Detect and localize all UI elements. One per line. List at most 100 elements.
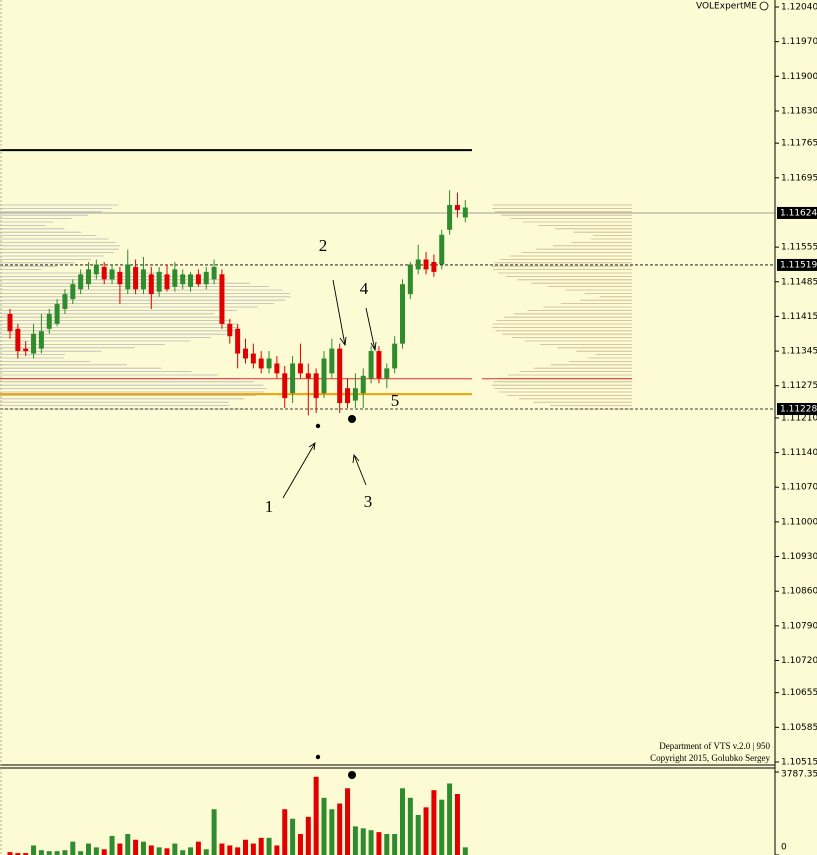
indicator-name: VOLExpertME (696, 2, 757, 12)
volume-bar (211, 809, 217, 855)
price-marker-box (777, 258, 817, 271)
candle-body (384, 368, 390, 379)
volume-bar (352, 826, 358, 855)
candle-body (258, 358, 264, 369)
volume-bar (243, 839, 248, 855)
annotation-label: 1 (265, 497, 274, 516)
candle-body (101, 266, 107, 280)
volume-bar (423, 807, 429, 855)
candle-body (156, 271, 162, 292)
volume-bar (274, 845, 280, 855)
candle-body (188, 274, 194, 287)
candle-body (290, 363, 296, 394)
volume-bar (305, 816, 311, 855)
candle-body (431, 261, 437, 272)
volume-bar (54, 851, 60, 855)
volume-bar (266, 837, 272, 855)
candle-body (376, 351, 382, 379)
y-tick-label: 1.11210 (781, 413, 817, 423)
volume-bar (203, 849, 209, 855)
candle-body (180, 274, 186, 285)
volume-bar (188, 847, 194, 855)
candle-body (78, 274, 84, 290)
volume-bar (227, 845, 233, 855)
y-tick-label: 1.11830 (781, 106, 817, 116)
candle-body (133, 266, 139, 290)
candle-body (23, 348, 29, 352)
price-marker-box (777, 206, 817, 219)
volume-bar (462, 847, 468, 855)
y-tick-label: 1.11555 (781, 243, 817, 253)
candle-body (250, 353, 256, 364)
y-tick-label: 1.10515 (781, 758, 817, 768)
candle-body (400, 284, 405, 344)
volume-panel (7, 776, 468, 855)
price-axis: 1.12040 1.11970 1.11900 1.11830 1.11765 1.116… (775, 3, 817, 855)
candle-body (117, 271, 123, 285)
volume-bar (235, 847, 241, 855)
volume-bar (156, 847, 162, 855)
y-tick-label: 1.10860 (781, 587, 817, 597)
y-tick-label: 1.11345 (781, 347, 817, 357)
candle-body (164, 274, 170, 290)
candle-body (7, 313, 13, 332)
candle-body (211, 266, 217, 280)
volume-bar (290, 818, 296, 855)
y-tick-label: 1.11765 (781, 139, 817, 149)
y-tick-label: 1.11000 (781, 517, 817, 527)
volume-bar (180, 850, 186, 855)
volume-bar (219, 843, 225, 855)
candle-body (15, 328, 21, 352)
annotation-label: 3 (364, 492, 373, 511)
volume-tick-label: 3787.35 (781, 770, 817, 780)
candle-body (337, 348, 343, 404)
candle-body (407, 264, 413, 295)
volume-bar (384, 834, 390, 855)
candle-body (447, 205, 453, 230)
volume-bar (15, 853, 21, 855)
candle-body (31, 333, 37, 354)
volume-bar (392, 834, 398, 855)
candle-body (195, 274, 201, 285)
price-marker-label: 1.11228 (780, 405, 817, 415)
y-tick-label: 1.11695 (781, 173, 817, 183)
volume-bar (431, 790, 437, 855)
candle-body (219, 274, 225, 324)
volume-bar (376, 832, 382, 855)
y-tick-label: 1.11485 (781, 277, 817, 287)
candle-body (172, 269, 178, 287)
annotation-label: 5 (391, 391, 400, 410)
candle-body (423, 259, 429, 270)
y-tick-label: 1.11275 (781, 381, 817, 391)
volume-bar (148, 845, 154, 855)
candle-body (329, 348, 335, 374)
marker-dot (315, 423, 321, 429)
volume-bar (329, 809, 335, 855)
candle-body (439, 234, 445, 265)
volume-bar (337, 803, 343, 855)
volume-tick-label: 0 (781, 843, 787, 853)
candle-body (462, 207, 468, 218)
y-tick-label: 1.11900 (781, 72, 817, 82)
candle-body (227, 323, 233, 337)
marker-dot (348, 415, 356, 423)
candle-body (70, 284, 76, 300)
volume-bar (86, 843, 91, 855)
arrow (352, 453, 367, 486)
volume-bar (70, 841, 76, 855)
y-tick-label: 1.11140 (781, 448, 817, 458)
annotation-label: 4 (360, 279, 369, 298)
y-tick-label: 1.10720 (781, 656, 817, 666)
candle-body (243, 348, 248, 359)
y-tick-label: 1.11970 (781, 37, 817, 47)
candles (7, 190, 468, 416)
volume-bar (415, 814, 421, 855)
y-tick-label: 1.10655 (781, 688, 817, 698)
volume-bar (46, 851, 52, 855)
candle-body (140, 269, 146, 290)
candle-body (54, 304, 60, 324)
price-marker-label: 1.11624 (780, 208, 817, 218)
candle-body (305, 373, 311, 379)
volume-bar (31, 845, 37, 855)
